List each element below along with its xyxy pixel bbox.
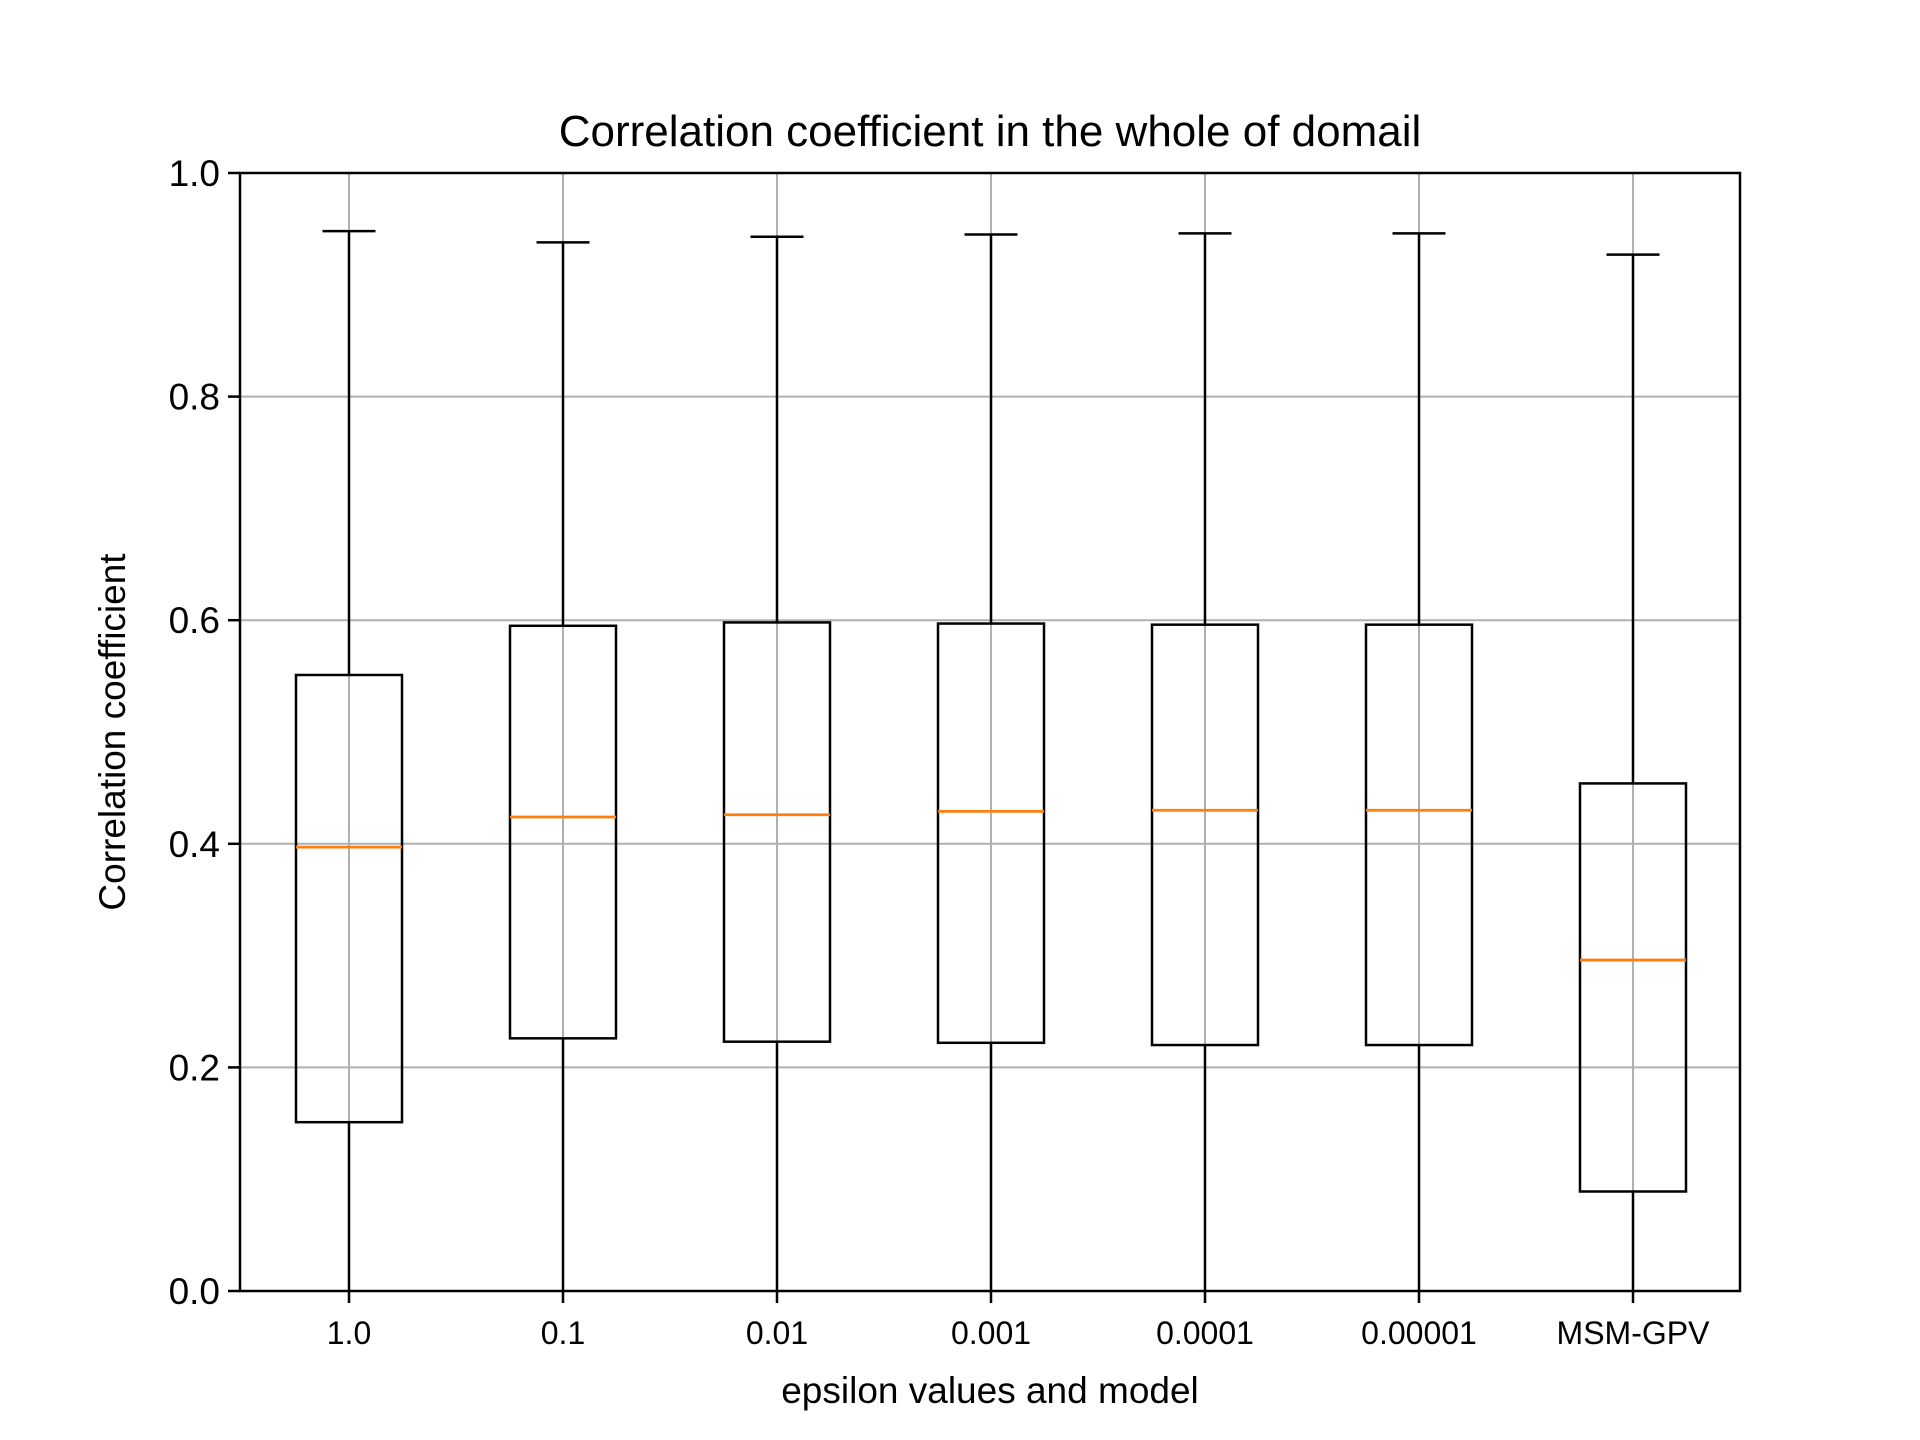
iqr-box	[1364, 623, 1474, 1047]
iqr-box	[294, 673, 404, 1124]
y-tick-label: 0.4	[169, 824, 220, 865]
iqr-box	[722, 621, 832, 1043]
box-group	[936, 233, 1046, 1291]
y-tick-label: 0.2	[169, 1047, 220, 1088]
box-group	[1150, 232, 1260, 1291]
y-axis-label: Correlation coefficient	[92, 553, 133, 911]
box-group	[1578, 253, 1688, 1291]
iqr-box	[1150, 623, 1260, 1047]
box-group	[722, 235, 832, 1291]
x-tick-label: 0.001	[951, 1315, 1031, 1351]
iqr-box	[1578, 782, 1688, 1193]
box-group	[508, 241, 618, 1291]
iqr-box	[936, 622, 1046, 1045]
y-tick-label: 1.0	[169, 153, 220, 194]
x-tick-label: 0.00001	[1361, 1315, 1477, 1351]
y-tick-label: 0.0	[169, 1271, 220, 1312]
x-axis-label: epsilon values and model	[781, 1370, 1199, 1411]
y-tick-label: 0.8	[169, 377, 220, 418]
box-group	[1364, 232, 1474, 1291]
x-tick-label: 0.1	[541, 1315, 585, 1351]
x-tick-label: 1.0	[327, 1315, 371, 1351]
x-tick-label: 0.0001	[1156, 1315, 1254, 1351]
x-tick-label: 0.01	[746, 1315, 808, 1351]
boxes-layer	[294, 229, 1688, 1291]
box-group	[294, 229, 404, 1291]
x-tick-label: MSM-GPV	[1557, 1315, 1711, 1351]
iqr-box	[508, 624, 618, 1040]
ticks-layer: 0.0 0.2 0.4 0.6 0.8 1.0 1.0 0.1 0.01 0.001 0.0001 0…	[169, 153, 1711, 1351]
y-tick-label: 0.6	[169, 600, 220, 641]
chart-title: Correlation coefficient in the whole of …	[559, 107, 1422, 156]
